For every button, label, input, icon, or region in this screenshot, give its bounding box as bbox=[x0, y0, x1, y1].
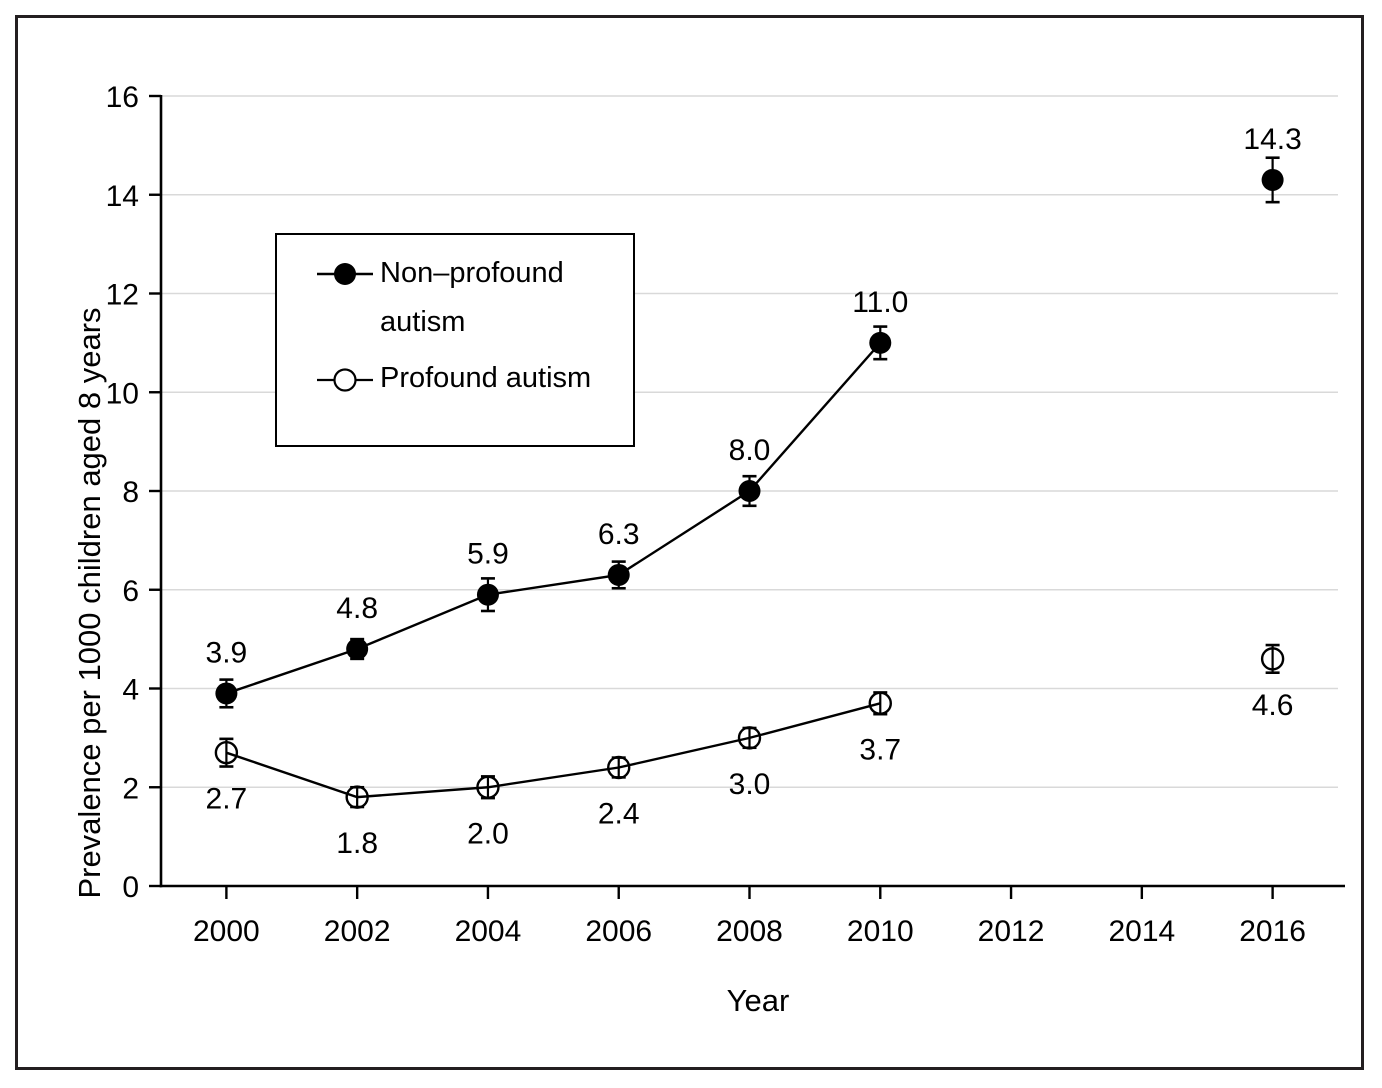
x-tick-label: 2008 bbox=[716, 915, 783, 948]
x-tick-label: 2002 bbox=[324, 915, 391, 948]
x-tick-label: 2014 bbox=[1108, 915, 1175, 948]
data-point-label: 1.8 bbox=[336, 827, 378, 860]
y-tick-label: 10 bbox=[106, 377, 139, 410]
x-tick-label: 2012 bbox=[978, 915, 1045, 948]
y-axis-title: Prevalence per 1000 children aged 8 year… bbox=[72, 307, 107, 899]
series-line bbox=[226, 342, 882, 695]
data-point-label: 2.4 bbox=[598, 798, 640, 831]
open-circle-marker-icon bbox=[317, 368, 373, 392]
x-tick-label: 2010 bbox=[847, 915, 914, 948]
legend: Non–profound autism Profound autism bbox=[275, 233, 635, 447]
data-point-label: 2.7 bbox=[206, 783, 248, 816]
data-point-label: 4.6 bbox=[1252, 689, 1294, 722]
filled-circle-marker-icon bbox=[317, 263, 373, 285]
y-tick-label: 12 bbox=[106, 279, 139, 312]
figure-frame: 0 2 4 6 8 10 12 14 16 2000 2002 2004 2006 2008 2010 201… bbox=[15, 15, 1364, 1070]
x-tick-label: 2000 bbox=[193, 915, 260, 948]
legend-label-profound: Profound autism bbox=[380, 362, 592, 394]
data-point-label: 14.3 bbox=[1243, 123, 1301, 156]
y-tick-label: 14 bbox=[106, 180, 139, 213]
data-point-label: 3.9 bbox=[206, 636, 248, 669]
x-tick-label: 2016 bbox=[1239, 915, 1306, 948]
y-tick-label: 2 bbox=[122, 772, 139, 805]
legend-entry-non-profound: Non–profound autism bbox=[317, 249, 618, 347]
data-point-label: 6.3 bbox=[598, 518, 640, 551]
y-tick-label: 0 bbox=[122, 871, 139, 904]
data-point-label: 2.0 bbox=[467, 817, 509, 850]
data-point-label: 11.0 bbox=[852, 286, 908, 319]
data-point-label: 3.0 bbox=[729, 768, 771, 801]
data-point-label: 4.8 bbox=[336, 592, 378, 625]
series-line bbox=[226, 702, 881, 799]
legend-label-non-profound: Non–profound autism bbox=[380, 257, 564, 338]
chart-svg: 0 2 4 6 8 10 12 14 16 2000 2002 2004 2006 2008 2010 201… bbox=[106, 81, 1345, 948]
y-tick-label: 4 bbox=[122, 674, 139, 707]
x-tick-label: 2004 bbox=[455, 915, 522, 948]
data-point-label: 5.9 bbox=[467, 538, 509, 571]
y-tick-label: 6 bbox=[122, 575, 139, 608]
y-tick-label: 8 bbox=[122, 476, 139, 509]
legend-entry-profound: Profound autism bbox=[317, 354, 630, 403]
x-tick-label: 2006 bbox=[585, 915, 652, 948]
x-axis-title: Year bbox=[726, 983, 790, 1018]
data-point-label: 3.7 bbox=[859, 733, 901, 766]
data-point-label: 8.0 bbox=[729, 434, 771, 467]
y-tick-label: 16 bbox=[106, 81, 139, 114]
